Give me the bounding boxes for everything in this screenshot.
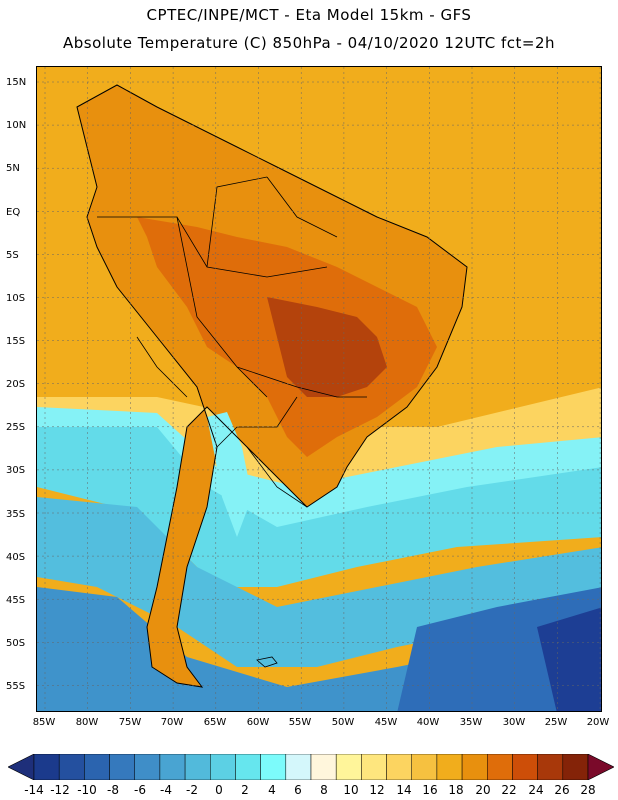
colorbar-label: -2 <box>186 783 198 797</box>
colorbar-label: 6 <box>294 783 302 797</box>
colorbar-cells <box>33 754 589 780</box>
lat-label: 5S <box>6 250 19 261</box>
colorbar-cell <box>335 754 362 780</box>
colorbar-cell <box>537 754 564 780</box>
colorbar-min-arrow <box>8 754 35 780</box>
lat-label: 55S <box>6 681 26 692</box>
lat-label: 40S <box>6 552 26 563</box>
lon-label: 85W <box>32 717 56 728</box>
colorbar-cell <box>58 754 85 780</box>
lon-label: 70W <box>160 717 184 728</box>
colorbar-label: -14 <box>24 783 44 797</box>
colorbar-cell <box>109 754 135 780</box>
lon-label: 40W <box>416 717 440 728</box>
colorbar-cell <box>134 754 161 780</box>
colorbar-cell <box>361 754 387 780</box>
colorbar-label: 12 <box>369 783 385 797</box>
lat-label: 15N <box>6 77 27 88</box>
lon-label: 50W <box>331 717 355 728</box>
colorbar-label: 8 <box>320 783 328 797</box>
colorbar-cell <box>159 754 186 780</box>
lat-label: 20S <box>6 379 26 390</box>
continent-hottest-core <box>267 297 387 397</box>
colorbar-cell <box>487 754 513 780</box>
colorbar-label: 26 <box>554 783 570 797</box>
lon-label: 35W <box>459 717 483 728</box>
colorbar-label: 28 <box>580 783 596 797</box>
colorbar-label: 0 <box>215 783 223 797</box>
lat-label: 10N <box>6 120 27 131</box>
lat-label: 15S <box>6 336 26 347</box>
colorbar-cell <box>84 754 110 780</box>
colorbar-cell <box>33 754 60 780</box>
colorbar-label: 2 <box>241 783 249 797</box>
lat-label: 30S <box>6 465 26 476</box>
chart-title-line2: Absolute Temperature (C) 850hPa - 04/10/… <box>62 34 556 52</box>
colorbar-cell <box>260 754 287 780</box>
colorbar-label: 16 <box>422 783 438 797</box>
colorbar-label: -10 <box>77 783 97 797</box>
lon-label: 75W <box>118 717 142 728</box>
falkland-islands <box>256 656 278 668</box>
colorbar-label: 20 <box>475 783 491 797</box>
colorbar-cell <box>562 754 589 780</box>
lat-label: EQ <box>6 207 21 218</box>
colorbar-max-arrow <box>587 754 614 780</box>
colorbar-cell <box>235 754 261 780</box>
colorbar-label: 4 <box>268 783 276 797</box>
colorbar-cell <box>411 754 438 780</box>
temperature-map[interactable] <box>36 66 602 712</box>
map-canvas <box>37 67 601 711</box>
colorbar-cell <box>436 754 463 780</box>
lon-label: 55W <box>288 717 312 728</box>
colorbar-cell <box>386 754 412 780</box>
cool-plume-field <box>207 412 252 537</box>
colorbar-label: 14 <box>396 783 412 797</box>
chart-title-line1: CPTEC/INPE/MCT - Eta Model 15km - GFS <box>146 6 472 24</box>
lat-label: 25S <box>6 422 26 433</box>
lon-label: 45W <box>374 717 398 728</box>
lon-label: 20W <box>586 717 610 728</box>
colorbar-label: -6 <box>134 783 146 797</box>
colorbar-cell <box>285 754 312 780</box>
lon-label: 80W <box>75 717 99 728</box>
colorbar <box>8 754 614 780</box>
colorbar-cell <box>461 754 488 780</box>
lon-label: 65W <box>203 717 227 728</box>
lat-label: 50S <box>6 638 26 649</box>
colorbar-cell <box>184 754 211 780</box>
lon-label: 30W <box>502 717 526 728</box>
colorbar-label: 10 <box>343 783 359 797</box>
colorbar-label: -4 <box>160 783 172 797</box>
colorbar-cell <box>210 754 236 780</box>
colorbar-cell <box>512 754 538 780</box>
lat-label: 45S <box>6 595 26 606</box>
colorbar-label: -8 <box>107 783 119 797</box>
lat-lon-grid <box>37 67 601 711</box>
colorbar-cell <box>310 754 337 780</box>
lat-label: 35S <box>6 509 26 520</box>
colorbar-label: -12 <box>50 783 70 797</box>
coastline <box>76 84 468 688</box>
colorbar-label: 24 <box>528 783 544 797</box>
colorbar-label: 22 <box>501 783 517 797</box>
colorbar-label: 18 <box>448 783 464 797</box>
lon-label: 25W <box>544 717 568 728</box>
lat-label: 10S <box>6 293 26 304</box>
lon-label: 60W <box>246 717 270 728</box>
lat-label: 5N <box>6 163 20 174</box>
